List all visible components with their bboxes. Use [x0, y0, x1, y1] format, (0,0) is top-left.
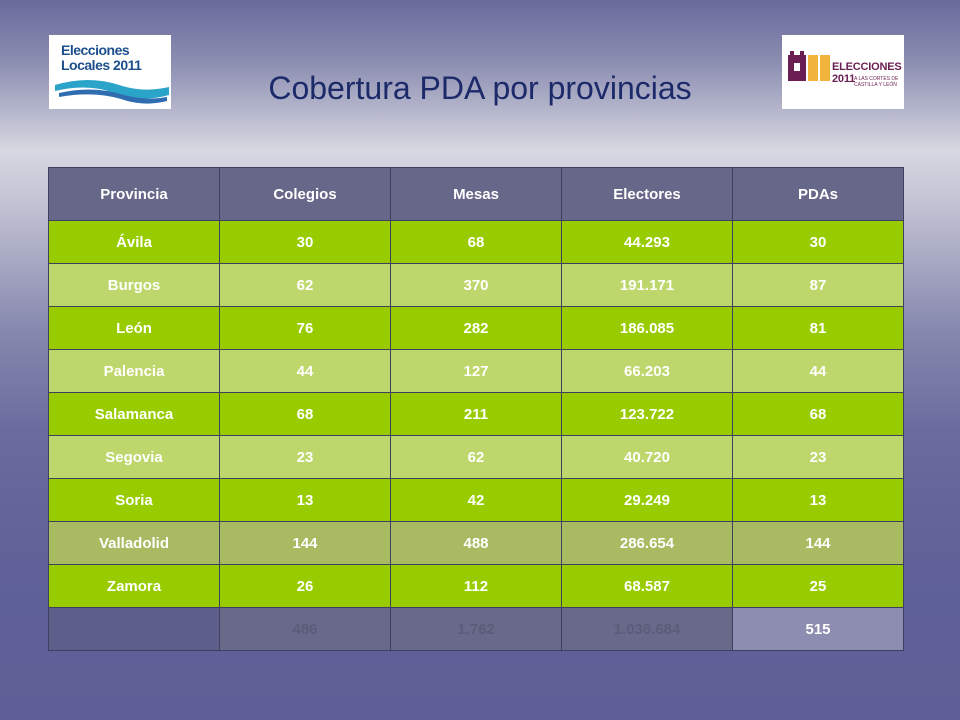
- header-provincia: Provincia: [48, 167, 220, 221]
- cell-colegios: 76: [219, 306, 391, 350]
- table-row: Zamora 26 112 68.587 25: [48, 564, 904, 608]
- logo-swoosh-icon: [55, 80, 169, 104]
- cell-provincia: Zamora: [48, 564, 220, 608]
- cell-colegios: 62: [219, 263, 391, 307]
- cell-mesas: 127: [390, 349, 562, 393]
- coverage-table: Provincia Colegios Mesas Electores PDAs …: [48, 167, 904, 651]
- cell-electores: 29.249: [561, 478, 733, 522]
- castle-icon: [788, 51, 830, 81]
- cell-provincia: Salamanca: [48, 392, 220, 436]
- header-electores: Electores: [561, 167, 733, 221]
- cell-pdas: 23: [732, 435, 904, 479]
- table-row: Palencia 44 127 66.203 44: [48, 349, 904, 393]
- cell-provincia: Burgos: [48, 263, 220, 307]
- table-row: Burgos 62 370 191.171 87: [48, 263, 904, 307]
- header-pdas: PDAs: [732, 167, 904, 221]
- total-label-cell: [48, 607, 220, 651]
- cell-colegios: 68: [219, 392, 391, 436]
- elecciones-cortes-logo: ELECCIONES 2011 A LAS CORTES DE CASTILLA…: [782, 35, 904, 109]
- cell-electores: 123.722: [561, 392, 733, 436]
- cell-electores: 40.720: [561, 435, 733, 479]
- cell-pdas: 68: [732, 392, 904, 436]
- logo-left-line1: Elecciones: [61, 42, 130, 58]
- totals-row: 486 1.762 1.036.684 515: [48, 607, 904, 651]
- cell-pdas: 144: [732, 521, 904, 565]
- cell-colegios: 30: [219, 220, 391, 264]
- cell-mesas: 62: [390, 435, 562, 479]
- cell-mesas: 68: [390, 220, 562, 264]
- cell-pdas: 44: [732, 349, 904, 393]
- cell-mesas: 112: [390, 564, 562, 608]
- page-title: Cobertura PDA por provincias: [268, 70, 692, 106]
- cell-provincia: León: [48, 306, 220, 350]
- cell-colegios: 13: [219, 478, 391, 522]
- cell-mesas: 370: [390, 263, 562, 307]
- header-colegios: Colegios: [219, 167, 391, 221]
- table-row: Salamanca 68 211 123.722 68: [48, 392, 904, 436]
- cell-colegios: 144: [219, 521, 391, 565]
- cell-provincia: Soria: [48, 478, 220, 522]
- table-row: Segovia 23 62 40.720 23: [48, 435, 904, 479]
- cell-mesas: 488: [390, 521, 562, 565]
- cell-electores: 66.203: [561, 349, 733, 393]
- cell-electores: 191.171: [561, 263, 733, 307]
- cell-provincia: Palencia: [48, 349, 220, 393]
- table-row: Soria 13 42 29.249 13: [48, 478, 904, 522]
- cell-colegios: 23: [219, 435, 391, 479]
- cell-provincia: Valladolid: [48, 521, 220, 565]
- cell-electores: 44.293: [561, 220, 733, 264]
- total-colegios: 486: [219, 607, 391, 651]
- cell-colegios: 26: [219, 564, 391, 608]
- cell-pdas: 30: [732, 220, 904, 264]
- cell-electores: 68.587: [561, 564, 733, 608]
- cell-colegios: 44: [219, 349, 391, 393]
- cell-pdas: 13: [732, 478, 904, 522]
- header-row: Provincia Colegios Mesas Electores PDAs: [48, 167, 904, 221]
- total-mesas: 1.762: [390, 607, 562, 651]
- cell-mesas: 211: [390, 392, 562, 436]
- logo-right-subtitle: A LAS CORTES DE CASTILLA Y LEÓN: [854, 76, 899, 88]
- total-electores: 1.036.684: [561, 607, 733, 651]
- table-row: Ávila 30 68 44.293 30: [48, 220, 904, 264]
- cell-provincia: Ávila: [48, 220, 220, 264]
- cell-provincia: Segovia: [48, 435, 220, 479]
- header-mesas: Mesas: [390, 167, 562, 221]
- elecciones-locales-logo: Elecciones Locales 2011: [49, 35, 171, 109]
- cell-electores: 186.085: [561, 306, 733, 350]
- cell-mesas: 282: [390, 306, 562, 350]
- cell-pdas: 87: [732, 263, 904, 307]
- table-row: Valladolid 144 488 286.654 144: [48, 521, 904, 565]
- cell-pdas: 81: [732, 306, 904, 350]
- cell-electores: 286.654: [561, 521, 733, 565]
- logo-right-title: ELECCIONES 2011: [832, 61, 902, 85]
- cell-pdas: 25: [732, 564, 904, 608]
- table-row: León 76 282 186.085 81: [48, 306, 904, 350]
- cell-mesas: 42: [390, 478, 562, 522]
- total-pdas: 515: [732, 607, 904, 651]
- logo-left-line2: Locales 2011: [61, 57, 142, 73]
